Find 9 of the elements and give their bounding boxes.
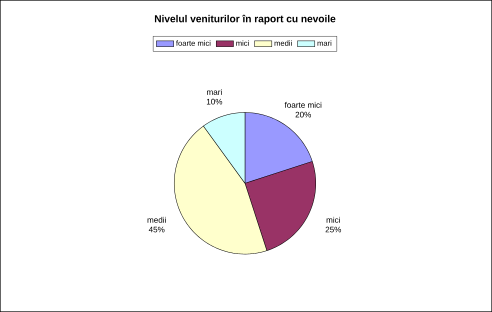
data-label: 20% [296,112,312,118]
slice-label: medii [148,216,166,223]
slice-label: mici [326,216,340,223]
data-label: 45% [148,226,165,232]
slice-label: mari [207,88,222,95]
chart-title: Nivelul veniturilor în raport cu nevoile [154,14,336,24]
slice-label: foarte mici [284,102,322,108]
data-label: 25% [326,226,342,232]
data-label: 10% [206,98,222,105]
